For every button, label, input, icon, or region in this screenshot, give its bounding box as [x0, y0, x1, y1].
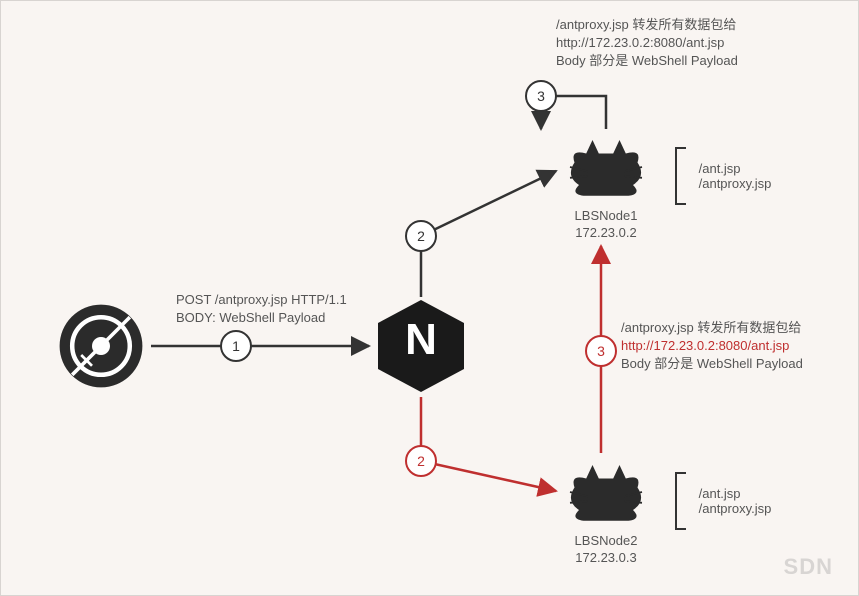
step3b-label: /antproxy.jsp 转发所有数据包给 http://172.23.0.2… [621, 319, 803, 374]
bracket-icon-1 [671, 146, 691, 206]
node1-file1: /ant.jsp [699, 161, 772, 176]
diagram-canvas: N LBSNode1 172.23.0.2 LBSNode2 172.23.0 [0, 0, 859, 596]
tomcat-icon-1 [561, 131, 651, 203]
node2-file1: /ant.jsp [699, 486, 772, 501]
node2-ip: 172.23.0.3 [561, 550, 651, 567]
step2b-num: 2 [417, 453, 425, 469]
node1-name: LBSNode1 [561, 208, 651, 225]
step3b-num: 3 [597, 343, 605, 359]
node1-file2: /antproxy.jsp [699, 176, 772, 191]
svg-text:N: N [405, 315, 437, 364]
step3b-line1: /antproxy.jsp 转发所有数据包给 [621, 319, 803, 337]
node1-files-bracket: /ant.jsp /antproxy.jsp [671, 146, 771, 206]
lbsnode2: LBSNode2 172.23.0.3 [561, 456, 651, 567]
nginx-node: N [371, 296, 471, 396]
step3a-line3: Body 部分是 WebShell Payload [556, 52, 738, 70]
attacker-node [56, 301, 146, 391]
tomcat-icon-2 [561, 456, 651, 528]
step3a-num: 3 [537, 88, 545, 104]
step1-line1: POST /antproxy.jsp HTTP/1.1 [176, 291, 347, 309]
antsword-icon [56, 301, 146, 391]
step1-num: 1 [232, 338, 240, 354]
node2-name: LBSNode2 [561, 533, 651, 550]
step3a-line1: /antproxy.jsp 转发所有数据包给 [556, 16, 738, 34]
step1-line2: BODY: WebShell Payload [176, 309, 347, 327]
step3a-line2: http://172.23.0.2:8080/ant.jsp [556, 34, 738, 52]
watermark: SDN [784, 554, 833, 580]
bracket-icon-2 [671, 471, 691, 531]
step3b-line2: http://172.23.0.2:8080/ant.jsp [621, 337, 803, 355]
node1-ip: 172.23.0.2 [561, 225, 651, 242]
step1-label: POST /antproxy.jsp HTTP/1.1 BODY: WebShe… [176, 291, 347, 327]
step2a-num: 2 [417, 228, 425, 244]
node2-file2: /antproxy.jsp [699, 501, 772, 516]
step3b-line3: Body 部分是 WebShell Payload [621, 355, 803, 373]
lbsnode1: LBSNode1 172.23.0.2 [561, 131, 651, 242]
node2-files-bracket: /ant.jsp /antproxy.jsp [671, 471, 771, 531]
nginx-icon: N [371, 296, 471, 396]
step3a-label: /antproxy.jsp 转发所有数据包给 http://172.23.0.2… [556, 16, 738, 71]
